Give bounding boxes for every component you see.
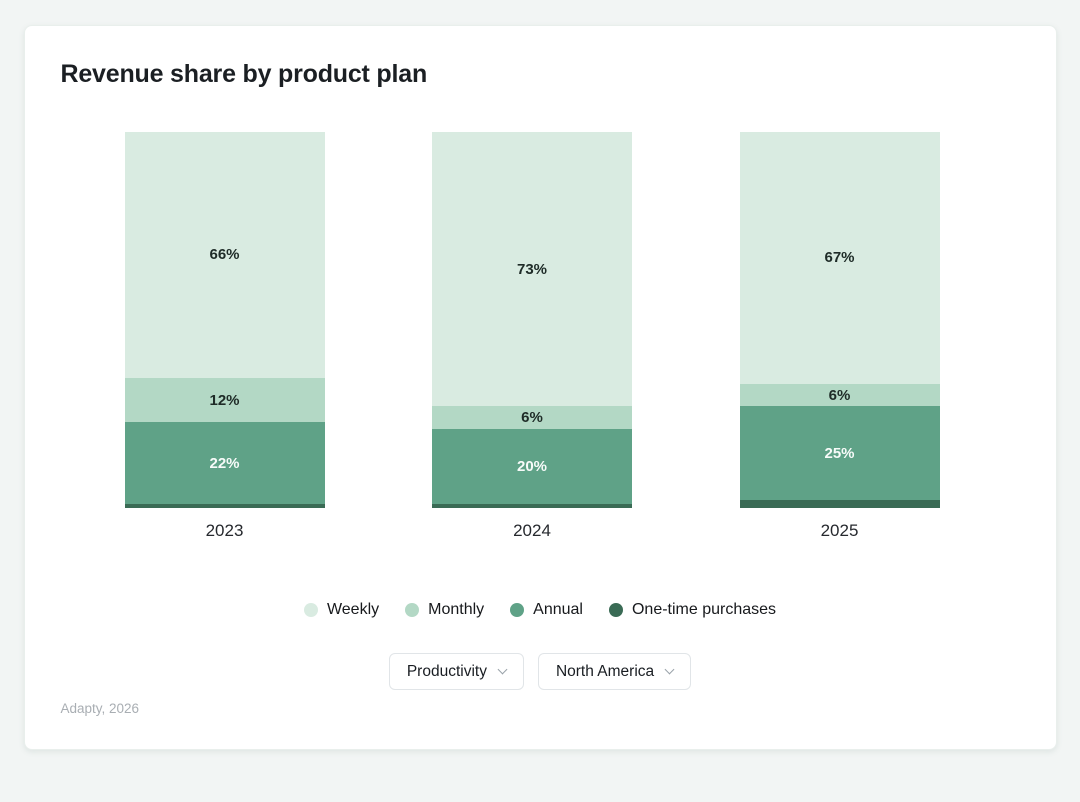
category-filter-dropdown[interactable]: Productivity [388, 653, 524, 690]
segment-monthly: 6% [432, 406, 632, 430]
legend-label: Annual [533, 601, 583, 618]
segment-one-time-purchases [124, 504, 325, 508]
bar-column-2023: 66% 12% 22% 2023 [124, 132, 325, 541]
segment-one-time-purchases [739, 500, 940, 508]
legend-item-one-time-purchases: One-time purchases [608, 601, 777, 619]
chart-legend: Weekly Monthly Annual One-time purchases [25, 601, 1056, 619]
segment-monthly: 6% [739, 383, 940, 407]
source-credit: Adapty, 2026 [60, 701, 140, 716]
segment-value-label: 20% [516, 458, 548, 476]
bar-column-2024: 73% 6% 20% 2024 [432, 132, 632, 541]
legend-label: One-time purchases [631, 601, 777, 618]
segment-value-label: 22% [209, 454, 240, 472]
bar-column-2025: 67% 6% 25% 2025 [739, 132, 940, 541]
segment-annual: 20% [432, 429, 632, 505]
stacked-bar-2024: 73% 6% 20% [432, 132, 632, 508]
chevron-down-icon [497, 664, 508, 675]
stacked-bar-chart: 66% 12% 22% 2023 73% 6% 20% 2024 67% 6% 25% 2025 [124, 132, 940, 541]
segment-value-label: 66% [209, 246, 240, 264]
legend-item-weekly: Weekly [303, 601, 380, 619]
dropdown-label: North America [555, 662, 655, 680]
segment-weekly: 73% [432, 132, 632, 407]
legend-swatch-icon [608, 603, 623, 617]
legend-swatch-icon [405, 603, 420, 617]
segment-value-label: 6% [521, 409, 543, 427]
region-filter-dropdown[interactable]: North America [537, 653, 692, 690]
stacked-bar-2025: 67% 6% 25% [739, 132, 940, 508]
x-axis-label: 2025 [820, 521, 859, 540]
segment-value-label: 6% [828, 386, 851, 404]
segment-value-label: 73% [516, 260, 548, 278]
x-axis-label: 2023 [205, 521, 244, 540]
dropdown-label: Productivity [406, 662, 487, 680]
legend-label: Monthly [428, 601, 485, 618]
legend-swatch-icon [303, 603, 318, 617]
segment-weekly: 67% [739, 132, 940, 384]
x-axis-label: 2024 [513, 521, 551, 540]
chart-card: Revenue share by product plan 66% 12% 22% 2… [23, 25, 1057, 750]
legend-item-monthly: Monthly [405, 601, 484, 619]
chart-title: Revenue share by product plan [60, 60, 428, 88]
segment-value-label: 12% [209, 391, 240, 409]
legend-swatch-icon [510, 603, 525, 617]
segment-one-time-purchases [432, 504, 632, 508]
chevron-down-icon [664, 664, 675, 675]
segment-weekly: 66% [124, 132, 325, 378]
legend-label: Weekly [326, 601, 380, 618]
stacked-bar-2023: 66% 12% 22% [124, 132, 325, 508]
segment-annual: 25% [739, 406, 940, 501]
segment-value-label: 67% [824, 249, 855, 267]
filter-row: Productivity North America [25, 653, 1056, 690]
segment-monthly: 12% [124, 377, 325, 423]
legend-item-annual: Annual [510, 601, 583, 619]
segment-annual: 22% [124, 422, 325, 505]
segment-value-label: 25% [824, 444, 855, 462]
